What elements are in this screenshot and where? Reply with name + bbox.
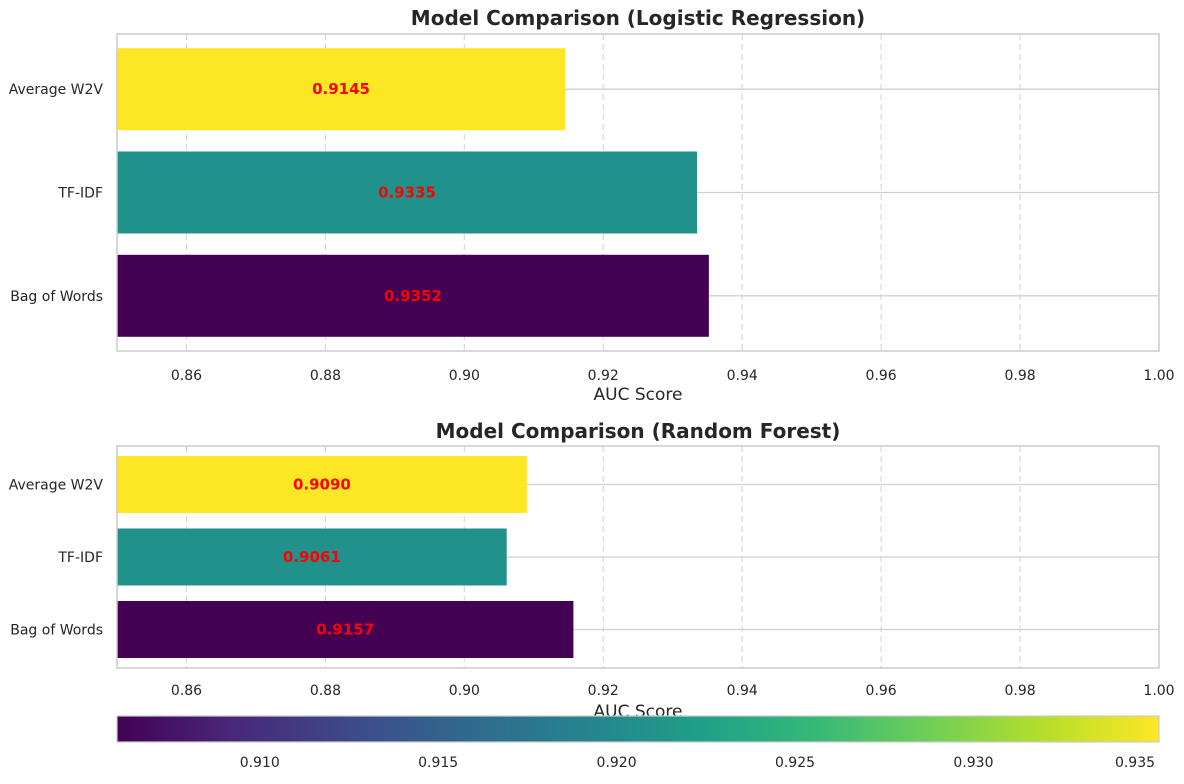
panel1-x-tick-label: 0.92 [588,368,619,384]
panel1-x-tick-label: 1.00 [1143,368,1174,384]
panel2-bar [117,601,574,658]
panel1-x-tick-label: 0.94 [727,368,758,384]
panel2-x-tick-label: 0.92 [588,683,619,699]
panel2-bar [117,456,527,513]
panel2-bar [117,528,507,586]
panel1-bar-value-label: 0.9335 [378,184,436,202]
panel2-category-label: Average W2V [9,478,104,494]
colorbar-tick-label: 0.910 [240,755,280,771]
colorbar-tick-label: 0.930 [953,755,993,771]
panel2-title: Model Comparison (Random Forest) [436,419,841,443]
panel1-title: Model Comparison (Logistic Regression) [411,6,865,30]
panel2-x-tick-label: 0.86 [171,683,202,699]
panel1-frame [116,33,1160,352]
panel2-x-tick-label: 0.94 [727,683,758,699]
panel2-bar-value-label: 0.9061 [283,548,341,566]
colorbar-tick-label: 0.915 [418,755,458,771]
panel1-x-tick-label: 0.90 [449,368,480,384]
colorbar-tick-label: 0.925 [775,755,815,771]
panel2-x-tick-label: 0.98 [1004,683,1035,699]
panel1-bar [117,151,698,234]
panel1-category-label: Average W2V [9,82,104,98]
panel1-bar-value-label: 0.9145 [312,80,370,98]
panel1-x-tick-label: 0.88 [310,368,341,384]
colorbar-tick-label: 0.935 [1115,755,1155,771]
panel2-x-tick-label: 0.90 [449,683,480,699]
panel2-category-label: Bag of Words [10,623,103,639]
panel2-bar-value-label: 0.9090 [293,476,351,494]
panel2-x-tick-label: 0.88 [310,683,341,699]
panel2-x-tick-label: 0.96 [866,683,897,699]
panel1-category-label: TF-IDF [57,186,103,202]
panel1-x-tick-label: 0.98 [1004,368,1035,384]
panel1-x-axis-label: AUC Score [594,385,683,405]
panel1-x-tick-label: 0.96 [866,368,897,384]
panel1-bar-value-label: 0.9352 [384,287,442,305]
panel1-x-tick-label: 0.86 [171,368,202,384]
panel2-category-label: TF-IDF [57,550,103,566]
panel1-bar [117,254,709,337]
colorbar-tick-label: 0.920 [597,755,637,771]
colorbar [116,715,1160,743]
panel2-x-tick-label: 1.00 [1143,683,1174,699]
panel1-category-label: Bag of Words [10,289,103,305]
panel2-bar-value-label: 0.9157 [316,621,374,639]
panel2-frame [116,445,1160,669]
panel1-bar [117,48,566,131]
